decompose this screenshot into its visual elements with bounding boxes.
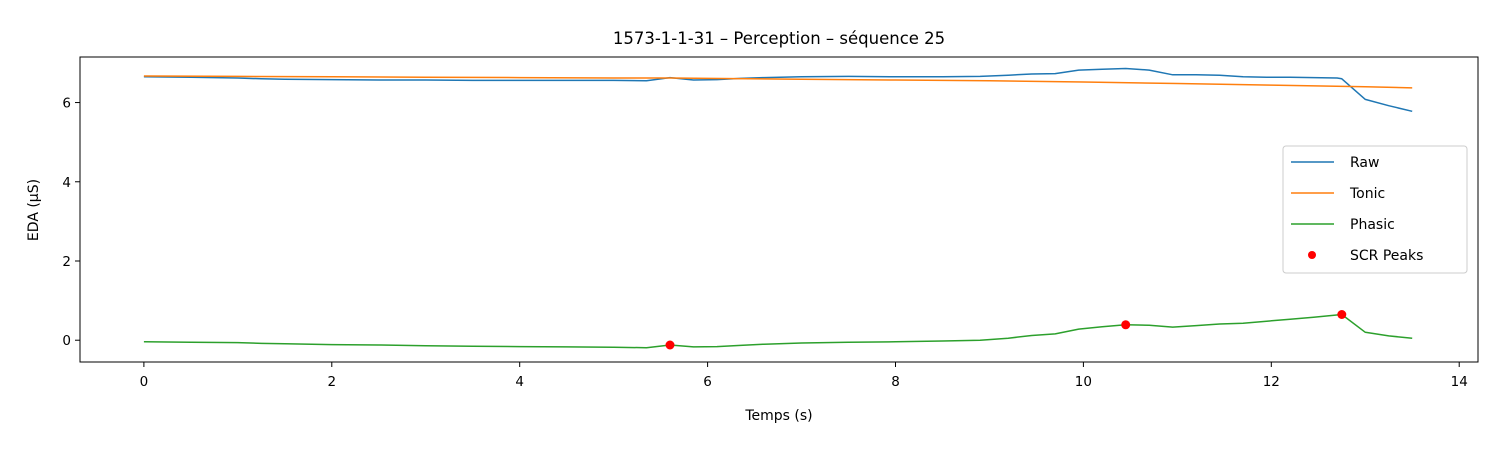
x-tick-label: 6	[703, 374, 712, 390]
y-tick-label: 6	[62, 96, 71, 112]
scr-peak-point	[665, 340, 675, 350]
y-tick-label: 0	[62, 333, 71, 349]
x-tick-label: 12	[1263, 374, 1280, 390]
legend-raw-label: Raw	[1350, 155, 1379, 171]
x-tick-label: 2	[327, 374, 336, 390]
y-tick-label: 4	[62, 175, 71, 191]
x-tick-label: 10	[1075, 374, 1092, 390]
x-axis-label: Temps (s)	[744, 408, 812, 424]
x-tick-label: 0	[140, 374, 149, 390]
legend-box	[1282, 145, 1468, 274]
x-tick-label: 4	[515, 374, 524, 390]
plot-area	[143, 67, 1413, 350]
legend-peaks-swatch	[1308, 251, 1316, 259]
series-tonic-line	[143, 75, 1413, 89]
legend-phasic-label: Phasic	[1350, 217, 1395, 233]
axes-frame	[79, 56, 1479, 363]
legend-tonic-label: Tonic	[1349, 186, 1385, 202]
x-tick-label: 14	[1451, 374, 1468, 390]
scr-peak-point	[1121, 320, 1131, 330]
y-axis-label: EDA (μS)	[26, 179, 42, 241]
series-raw-line	[143, 67, 1413, 113]
scr-peak-point	[1337, 310, 1347, 319]
series-phasic-line	[143, 313, 1413, 349]
x-tick-label: 8	[891, 374, 900, 390]
chart-title: 1573-1-1-31 – Perception – séquence 25	[613, 29, 945, 48]
legend-peaks-label: SCR Peaks	[1350, 248, 1423, 264]
y-tick-label: 2	[62, 254, 71, 270]
axis-ticks: 0 2 4 6 8 10 12 14 0 2 4 6	[62, 96, 1467, 390]
legend: Raw Tonic Phasic SCR Peaks	[1282, 145, 1468, 274]
